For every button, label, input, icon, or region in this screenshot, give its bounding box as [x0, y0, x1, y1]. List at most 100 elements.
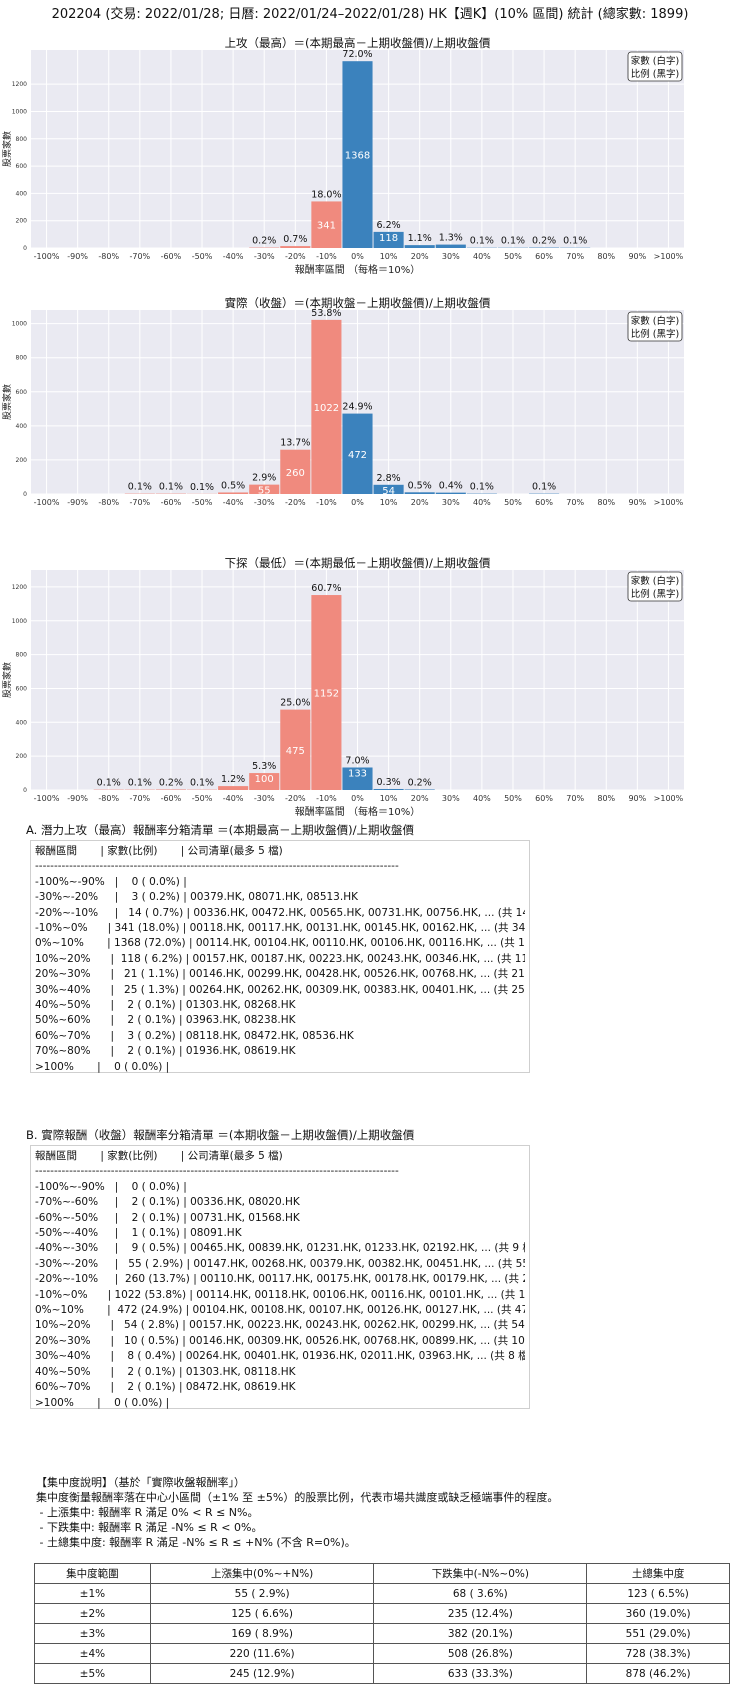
bar	[218, 786, 249, 790]
bar	[435, 492, 466, 494]
concentration-header-cell: 土總集中度	[586, 1563, 730, 1584]
bar-pct-label: 0.4%	[439, 481, 463, 492]
x-tick-label: >100%	[654, 794, 684, 803]
bar-pct-label: 0.2%	[532, 236, 556, 247]
list-line: -20%~-10% | 14 ( 0.7%) | 00336.HK, 00472…	[35, 906, 525, 919]
list-line: 30%~40% | 8 ( 0.4%) | 00264.HK, 00401.HK…	[35, 1350, 525, 1363]
x-tick-label: 70%	[566, 794, 584, 803]
list-line: 20%~30% | 10 ( 0.5%) | 00146.HK, 00309.H…	[35, 1334, 525, 1347]
bar	[249, 773, 280, 790]
list-line: >100% | 0 ( 0.0%) |	[35, 1060, 170, 1073]
bar-pct-label: 0.2%	[408, 777, 432, 788]
legend-box	[627, 571, 683, 602]
bar	[342, 413, 373, 494]
bar-pct-label: 53.8%	[311, 308, 341, 319]
chart-panel-high: 上攻（最高）＝(本期最高－上期收盤價)/上期收盤價 0 200 400 600 800 10…	[0, 36, 740, 284]
list-line: ----------------------------------------…	[35, 1165, 399, 1178]
x-tick-label: -70%	[129, 794, 150, 803]
y-tick-label: 1000	[12, 108, 27, 115]
list-line: -30%~-20% | 55 ( 2.9%) | 00147.HK, 00268…	[35, 1257, 525, 1270]
x-tick-label: -50%	[192, 498, 213, 507]
bar-count-label: 100	[255, 774, 274, 785]
list-line: 報酬區間 | 家數(比例) | 公司清單(最多 5 檔)	[35, 845, 283, 857]
bar-count-label: 341	[317, 221, 336, 232]
concentration-note-line: 集中度衡量報酬率落在中心小區間（±1% 至 ±5%）的股票比例，代表市場共識度或…	[36, 1491, 559, 1504]
bar-pct-label: 0.1%	[190, 482, 214, 493]
x-tick-label: -100%	[34, 498, 60, 507]
chart-close: 實際（收盤）＝(本期收盤－上期收盤價)/上期收盤價 0 200 400 600 800 10…	[1, 296, 684, 507]
x-tick-label: 30%	[442, 252, 460, 261]
chart-title: 下探（最低）＝(本期最低－上期收盤價)/上期收盤價	[225, 556, 491, 570]
x-tick-label: -40%	[223, 498, 244, 507]
table-cell: ±5%	[34, 1663, 151, 1684]
bar-pct-label: 1.1%	[408, 233, 432, 244]
table-row: ±5% 245 (12.9%) 633 (33.3%) 878 (46.2%)	[34, 1663, 730, 1684]
bar-pct-label: 1.2%	[221, 774, 245, 785]
y-tick-label: 200	[16, 457, 28, 464]
y-tick-label: 0	[23, 787, 27, 794]
concentration-header-cell: 下跌集中(-N%~0%)	[373, 1563, 588, 1584]
x-tick-label: 20%	[411, 498, 429, 507]
y-tick-label: 200	[16, 753, 28, 760]
section-a-title: A. 潛力上攻（最高）報酬率分箱清單 ＝(本期最高－上期收盤價)/上期收盤價	[26, 823, 414, 837]
x-tick-label: -70%	[129, 252, 150, 261]
y-tick-label: 1200	[12, 81, 27, 88]
concentration-body: ±1% 55 ( 2.9%) 68 ( 3.6%) 123 ( 6.5%) ±2% 125…	[34, 1583, 730, 1684]
bar-pct-label: 72.0%	[342, 49, 372, 60]
list-line: -100%~-90% | 0 ( 0.0%) |	[35, 1180, 187, 1193]
bar-pct-label: 13.7%	[280, 438, 310, 449]
bar	[373, 788, 404, 790]
x-tick-label: 10%	[380, 794, 398, 803]
list-line: 10%~20% | 54 ( 2.8%) | 00157.HK, 00223.H…	[35, 1319, 525, 1332]
x-tick-label: 60%	[535, 252, 553, 261]
x-tick-label: -10%	[316, 498, 337, 507]
x-tick-label: 50%	[504, 252, 522, 261]
bar	[404, 245, 435, 248]
table-cell: 68 ( 3.6%)	[373, 1583, 588, 1604]
concentration-table: 集中度範圍 上漲集中(0%~+N%) 下跌集中(-N%~0%) 土總集中度 ±1% 55…	[34, 1563, 730, 1684]
table-cell: 551 (29.0%)	[586, 1623, 730, 1644]
x-tick-label: 40%	[473, 498, 491, 507]
legend-box	[627, 311, 683, 342]
table-row: ±3% 169 ( 8.9%) 382 (20.1%) 551 (29.0%)	[34, 1623, 730, 1644]
x-tick-label: 80%	[597, 498, 615, 507]
bar	[404, 789, 435, 790]
list-line: 10%~20% | 118 ( 6.2%) | 00157.HK, 00187.…	[35, 952, 525, 965]
x-tick-label: -60%	[161, 794, 182, 803]
y-tick-label: 800	[16, 136, 28, 143]
x-tick-label: 20%	[411, 252, 429, 261]
table-cell: 382 (20.1%)	[373, 1623, 588, 1644]
list-line: 60%~70% | 2 ( 0.1%) | 08472.HK, 08619.HK	[35, 1381, 296, 1394]
bar-pct-label: 18.0%	[311, 189, 341, 200]
legend-pct-note: 比例 (黑字)	[631, 68, 679, 80]
y-tick-label: 1000	[12, 618, 27, 625]
x-tick-label: -20%	[285, 794, 306, 803]
x-tick-label: -10%	[316, 794, 337, 803]
bar	[218, 492, 249, 494]
bar	[311, 595, 342, 790]
bar	[373, 484, 404, 494]
list-line: 50%~60% | 2 ( 0.1%) | 03963.HK, 08238.HK	[35, 1014, 296, 1027]
x-tick-label: -100%	[34, 794, 60, 803]
y-tick-label: 1000	[12, 321, 27, 328]
section-b-title: B. 實際報酬（收盤）報酬率分箱清單 ＝(本期收盤－上期收盤價)/上期收盤價	[26, 1128, 415, 1142]
chart-title: 上攻（最高）＝(本期最高－上期收盤價)/上期收盤價	[225, 36, 491, 50]
x-tick-label: 0%	[351, 498, 364, 507]
list-line: 40%~50% | 2 ( 0.1%) | 01303.HK, 08268.HK	[35, 999, 296, 1012]
x-tick-label: -90%	[67, 252, 88, 261]
bar-pct-label: 0.1%	[190, 778, 214, 789]
bar	[249, 484, 280, 494]
x-tick-label: 20%	[411, 794, 429, 803]
bar-count-label: 1368	[345, 151, 370, 162]
x-tick-label: -60%	[161, 252, 182, 261]
x-tick-label: -60%	[161, 498, 182, 507]
concentration-header-cell: 上漲集中(0%~+N%)	[149, 1563, 375, 1584]
x-tick-label: 80%	[597, 794, 615, 803]
x-axis-label: 報酬率區間 （每格＝10%）	[295, 263, 420, 276]
bar-pct-label: 0.1%	[159, 482, 183, 493]
bar-count-label: 54	[382, 486, 395, 497]
concentration-notes: 【集中度說明】（基於「實際收盤報酬率」） 集中度衡量報酬率落在中心小區間（±1% …	[36, 1475, 558, 1550]
table-cell: ±4%	[34, 1643, 151, 1664]
x-tick-label: 90%	[628, 252, 646, 261]
concentration-header-row: 集中度範圍 上漲集中(0%~+N%) 下跌集中(-N%~0%) 土總集中度	[34, 1563, 730, 1584]
